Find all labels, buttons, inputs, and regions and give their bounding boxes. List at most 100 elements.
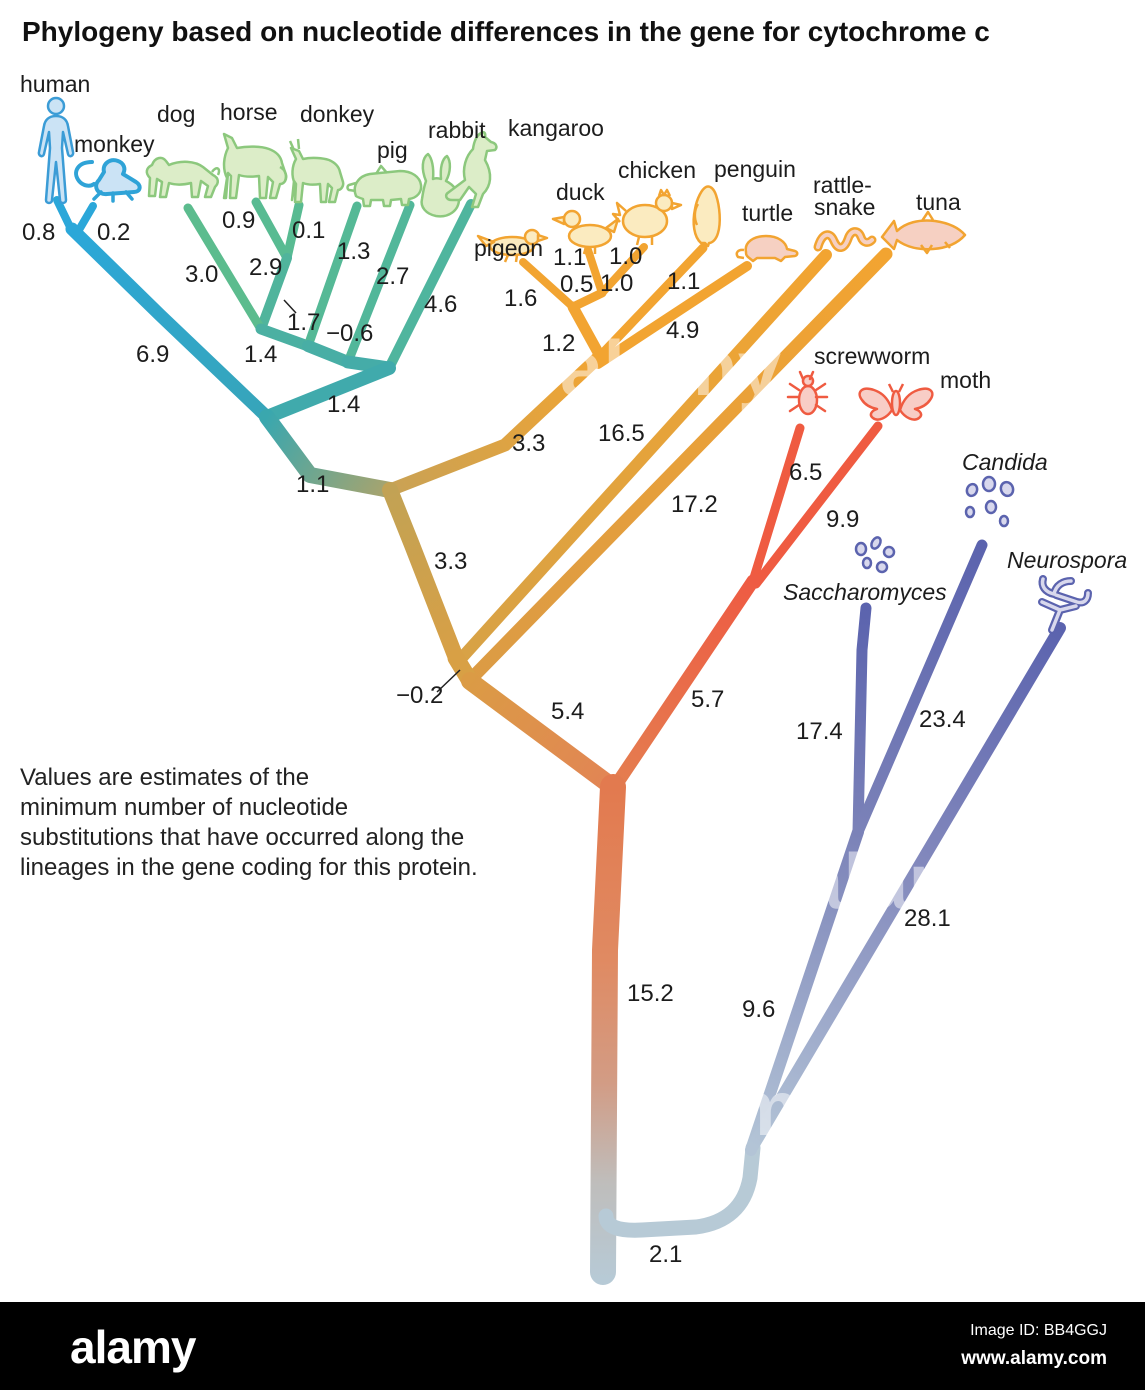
branch-value-11: 6.9 [136, 341, 169, 368]
branch-amniote-stem [382, 482, 464, 666]
saccharomyces-icon [854, 536, 896, 574]
branch-duck [584, 246, 606, 297]
rattlesnake-icon [813, 227, 877, 252]
footer-bar: alamy Image ID: BB4GGJ www.alamy.com [0, 1302, 1145, 1390]
branch-value-33: 23.4 [919, 706, 966, 733]
branch-value-15: 1.6 [504, 285, 537, 312]
page-title: Phylogeny based on nucleotide difference… [22, 16, 990, 47]
caption-line-1: Values are estimates of the [20, 764, 310, 791]
branch-screwworm [748, 423, 805, 586]
branch-mammal-primate-stem [259, 409, 398, 498]
branch-pig [303, 201, 362, 351]
taxon-label-donkey: donkey [300, 101, 375, 127]
neurospora-icon [1038, 575, 1092, 634]
branch-moth [751, 421, 883, 589]
watermark-ghost-2: alamy [622, 1064, 843, 1152]
pig-icon [346, 164, 423, 208]
moth-icon [858, 383, 934, 421]
turtle-icon [735, 234, 799, 263]
branch-value-17: 1.0 [609, 243, 642, 270]
branch-value-27: 9.9 [826, 506, 859, 533]
alamy-logo: alamy [70, 1321, 196, 1373]
branch-value-23: 3.3 [512, 430, 545, 457]
horse-icon [222, 132, 288, 200]
branch-value-12: 1.4 [244, 341, 277, 368]
rabbit-icon [420, 152, 461, 218]
branch-bird-mammal-stem [383, 349, 607, 497]
taxon-label-rattlesnake-line1: rattle- [813, 172, 872, 198]
screwworm-icon [786, 370, 829, 416]
image-id-text: Image ID: BB4GGJ [970, 1322, 1107, 1339]
branch-insect-stem [607, 574, 760, 795]
taxon-label-tuna: tuna [916, 189, 961, 215]
branch-animal-trunk [590, 774, 626, 1285]
taxon-label-pigeon: pigeon [474, 235, 543, 261]
leader-line-neg0.2 [436, 669, 461, 693]
tree-branches [53, 196, 1066, 1285]
branch-value-28: 3.3 [434, 548, 467, 575]
caption-line-4: lineages in the gene coding for this pro… [20, 854, 478, 881]
branch-value-21: 1.2 [542, 330, 575, 357]
branch-mammal-stem [260, 361, 396, 424]
taxon-label-chicken: chicken [618, 157, 696, 183]
branch-donkey [282, 200, 304, 263]
kangaroo-icon [444, 130, 498, 209]
branch-value-29: −0.2 [396, 682, 443, 709]
candida-icon [964, 475, 1015, 528]
taxon-label-duck: duck [556, 179, 605, 205]
penguin-icon [692, 185, 721, 248]
branch-value-25: 17.2 [671, 491, 718, 518]
branch-value-16: 1.1 [553, 244, 586, 271]
branch-horse [251, 197, 292, 263]
branch-value-5: 2.9 [249, 254, 282, 281]
branch-value-20: 1.1 [667, 268, 700, 295]
taxon-label-pig: pig [377, 137, 408, 163]
branch-fungal-root [598, 1140, 761, 1238]
branch-value-30: 5.4 [551, 698, 584, 725]
taxon-label-screwworm: screwworm [814, 343, 930, 369]
taxon-label-candida: Candida [962, 449, 1048, 475]
chicken-icon [611, 188, 683, 246]
branch-value-31: 5.7 [691, 686, 724, 713]
branch-value-2: 0.9 [222, 207, 255, 234]
branch-internal-pig-rabbit [302, 340, 354, 368]
branch-value-4: 3.0 [185, 261, 218, 288]
branch-internal-dog-pig [255, 323, 314, 352]
footer-url: www.alamy.com [961, 1348, 1107, 1369]
dog-icon [145, 156, 221, 199]
watermark-ghost-0: alamy [560, 324, 781, 412]
branch-value-18: 0.5 [560, 271, 593, 298]
caption-line-3: substitutions that have occurred along t… [20, 824, 465, 851]
branch-value-9: −0.6 [326, 320, 373, 347]
taxon-label-moth: moth [940, 367, 991, 393]
branch-rattlesnake [452, 249, 832, 668]
branch-value-19: 1.0 [600, 270, 633, 297]
branch-tuna [463, 247, 893, 687]
branch-value-7: 1.3 [337, 238, 370, 265]
taxon-label-rabbit: rabbit [428, 117, 486, 143]
branch-horse-donkey-stem [256, 253, 292, 334]
branch-value-8: 2.7 [376, 263, 409, 290]
branch-value-24: 16.5 [598, 420, 645, 447]
branch-dog [183, 203, 266, 334]
branch-value-34: 28.1 [904, 905, 951, 932]
branch-vertebrate-stem [461, 672, 623, 797]
branch-value-35: 15.2 [627, 980, 674, 1007]
taxon-label-kangaroo: kangaroo [508, 115, 604, 141]
leader-line-1.7 [283, 299, 297, 314]
branch-value-3: 0.1 [292, 217, 325, 244]
branch-value-0: 0.8 [22, 219, 55, 246]
branch-value-14: 1.1 [296, 471, 329, 498]
branch-value-22: 4.9 [666, 317, 699, 344]
caption-line-2: minimum number of nucleotide [20, 794, 349, 821]
branch-neurospora [747, 622, 1066, 1152]
taxon-label-turtle: turtle [742, 200, 793, 226]
taxon-label-human: human [20, 71, 90, 97]
taxon-label-horse: horse [220, 99, 278, 125]
taxon-label-monkey: monkey [74, 131, 155, 157]
branch-value-37: 2.1 [649, 1241, 682, 1268]
caption: Values are estimates of the minimum numb… [20, 763, 478, 883]
branch-value-6: 1.7 [287, 309, 320, 336]
branch-value-labels: 0.8 0.2 0.9 0.1 3.0 2.9 1.7 1.32.7 −0.6 4.6 6.9 1.4… [22, 207, 966, 1268]
branch-value-1: 0.2 [97, 219, 130, 246]
